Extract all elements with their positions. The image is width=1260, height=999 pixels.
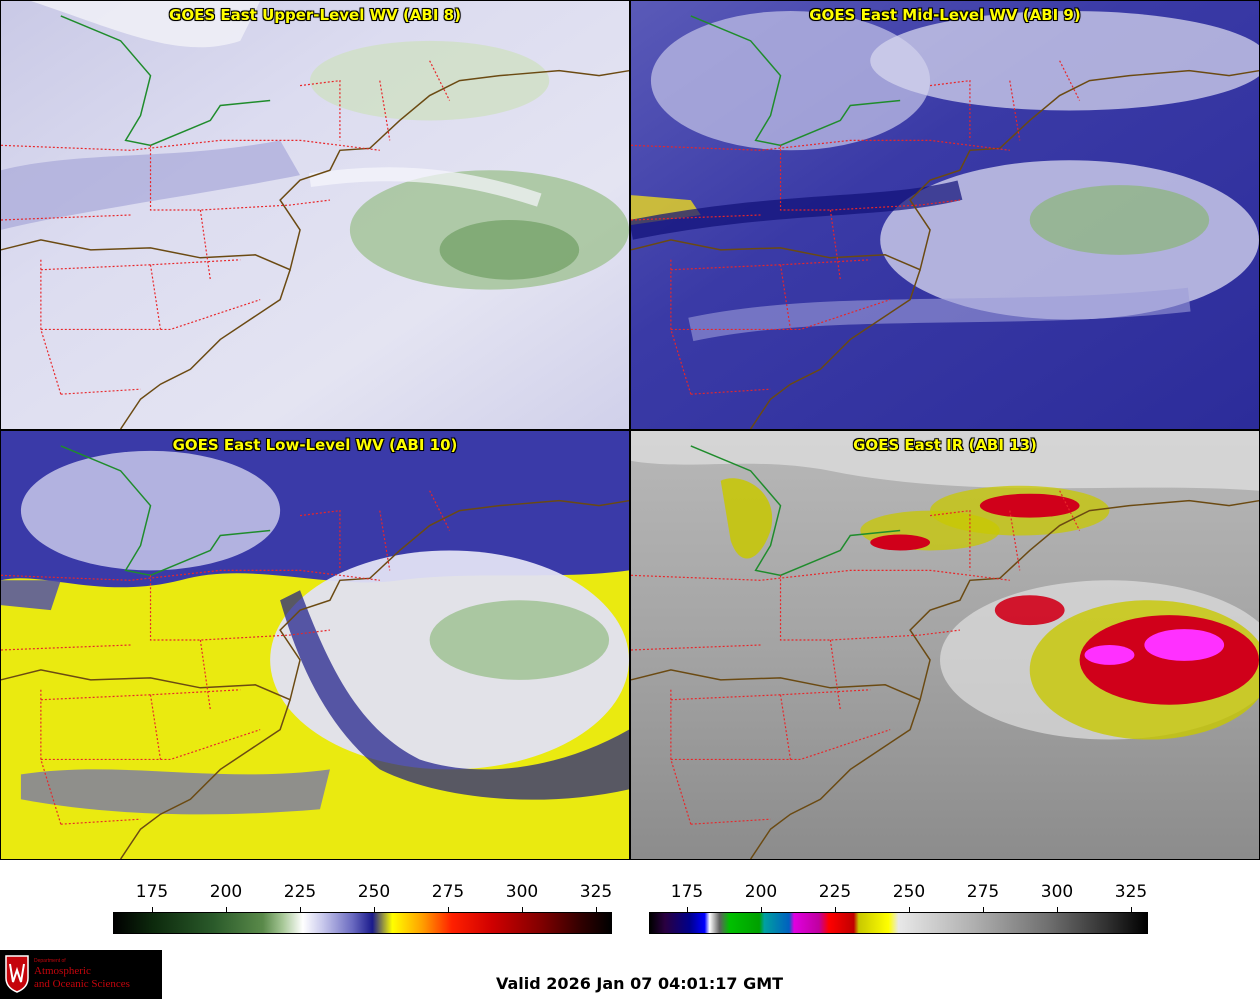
panel-title: GOES East Mid-Level WV (ABI 9)	[809, 6, 1081, 24]
logo-dept-text: Department of	[34, 958, 66, 964]
panel-title: GOES East Upper-Level WV (ABI 8)	[169, 6, 461, 24]
colorbar-tick-label: 225	[818, 882, 852, 902]
colorbar-tick-label: 225	[283, 882, 317, 902]
colorbar-tick	[761, 907, 762, 912]
wv-colorbar-gradient	[113, 912, 612, 934]
panel-upper-level-wv: GOES East Upper-Level WV (ABI 8)	[0, 0, 630, 430]
ir-image	[631, 431, 1259, 859]
upper-level-wv-image	[1, 1, 629, 429]
colorbar-tick	[374, 907, 375, 912]
panel-title: GOES East IR (ABI 13)	[853, 436, 1037, 454]
valid-time: Valid 2026 Jan 07 04:01:17 GMT	[496, 974, 784, 993]
colorbar-tick-label: 275	[966, 882, 1000, 902]
colorbar-tick-label: 275	[431, 882, 465, 902]
colorbar-tick-label: 175	[670, 882, 704, 902]
colorbar-tick-label: 200	[744, 882, 778, 902]
panel-low-level-wv: GOES East Low-Level WV (ABI 10)	[0, 430, 630, 860]
colorbar-tick	[152, 907, 153, 912]
aos-logo: Department of Atmospheric and Oceanic Sc…	[0, 950, 162, 999]
colorbar-tick-label: 300	[505, 882, 539, 902]
wv-colorbar: 175 200 225 250 275 300 325	[0, 880, 630, 940]
colorbar-tick	[596, 907, 597, 912]
colorbar-tick-label: 250	[357, 882, 391, 902]
colorbar-tick	[983, 907, 984, 912]
colorbar-tick-label: 300	[1040, 882, 1074, 902]
panel-mid-level-wv: GOES East Mid-Level WV (ABI 9)	[630, 0, 1260, 430]
colorbar-tick	[448, 907, 449, 912]
logo-line2: and Oceanic Sciences	[34, 978, 130, 990]
ir-colorbar-gradient	[649, 912, 1148, 934]
colorbar-tick	[300, 907, 301, 912]
colorbar-tick-label: 200	[209, 882, 243, 902]
colorbar-tick-label: 250	[892, 882, 926, 902]
colorbar-tick	[835, 907, 836, 912]
colorbar-tick-label: 325	[579, 882, 613, 902]
low-level-wv-image	[1, 431, 629, 859]
uw-crest-icon	[5, 955, 29, 993]
colorbar-tick-label: 325	[1114, 882, 1148, 902]
colorbar-tick	[522, 907, 523, 912]
colorbar-tick	[226, 907, 227, 912]
colorbar-tick-label: 175	[135, 882, 169, 902]
colorbar-tick	[909, 907, 910, 912]
colorbar-tick	[687, 907, 688, 912]
colorbar-tick	[1057, 907, 1058, 912]
panel-ir: GOES East IR (ABI 13)	[630, 430, 1260, 860]
mid-level-wv-image	[631, 1, 1259, 429]
panel-title: GOES East Low-Level WV (ABI 10)	[172, 436, 458, 454]
logo-line1: Atmospheric	[34, 965, 91, 977]
ir-colorbar: 175 200 225 250 275 300 325	[630, 880, 1260, 940]
colorbar-tick	[1131, 907, 1132, 912]
